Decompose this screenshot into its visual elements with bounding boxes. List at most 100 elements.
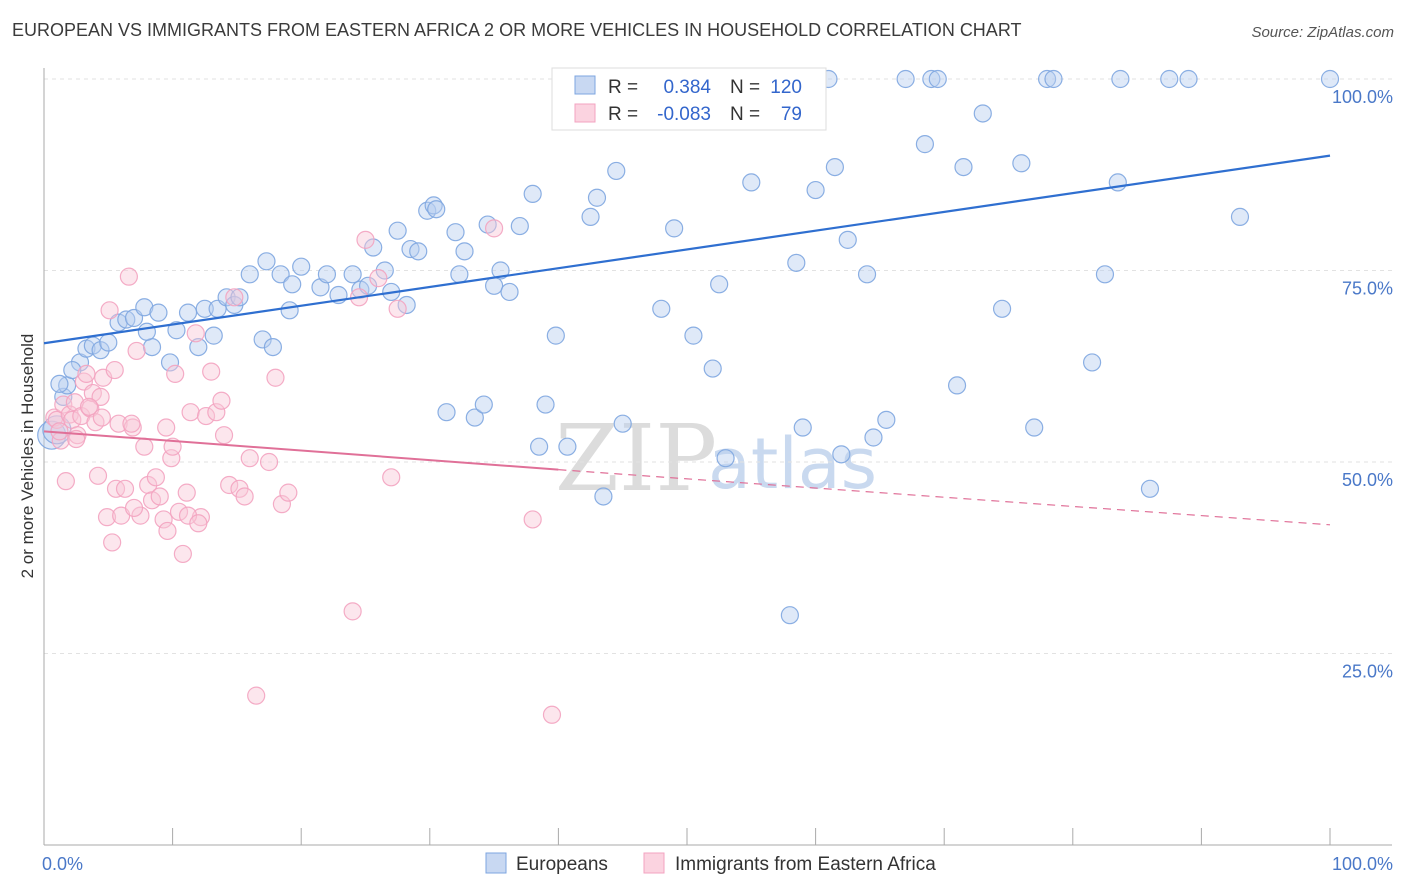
data-point <box>825 157 844 177</box>
data-point <box>86 413 105 432</box>
data-point <box>716 449 735 468</box>
data-point <box>947 376 967 395</box>
data-point <box>207 403 226 422</box>
data-point <box>220 475 239 495</box>
data-point <box>607 161 626 181</box>
data-point <box>838 230 857 249</box>
legend-swatch-europeans <box>574 75 596 95</box>
data-point <box>283 275 302 294</box>
data-point <box>225 288 244 307</box>
data-point <box>271 265 290 284</box>
data-point <box>1111 69 1130 89</box>
data-point <box>587 188 607 207</box>
data-point <box>1082 353 1102 372</box>
data-point <box>266 368 285 387</box>
data-point <box>77 364 96 384</box>
data-point <box>45 408 64 427</box>
data-point <box>542 705 562 724</box>
data-point <box>109 414 128 433</box>
data-point <box>1012 154 1031 173</box>
data-point <box>117 310 136 329</box>
data-point <box>864 428 883 447</box>
data-point <box>167 321 186 340</box>
data-point <box>162 449 181 468</box>
data-point <box>922 69 941 89</box>
data-point <box>196 406 216 426</box>
stats-legend: R = 0.384 N = 120 R = -0.083 N = 79 <box>551 67 827 131</box>
data-point <box>163 437 182 456</box>
data-point <box>536 395 555 414</box>
series-legend: Europeans Immigrants from Eastern Africa <box>485 852 936 875</box>
data-point <box>343 602 362 621</box>
data-point <box>97 508 117 527</box>
data-point <box>212 391 231 410</box>
chart-title: EUROPEAN VS IMMIGRANTS FROM EASTERN AFRI… <box>12 20 1022 40</box>
data-point <box>703 359 722 378</box>
data-point <box>169 502 189 521</box>
data-point <box>793 418 812 437</box>
y-axis-label: 2 or more Vehicles in Household <box>18 334 37 579</box>
data-point <box>135 437 154 456</box>
data-point <box>450 265 469 284</box>
legend-swatch-bottom-europeans <box>485 852 507 874</box>
watermark-atlas: atlas <box>708 423 877 505</box>
data-point <box>139 475 158 495</box>
data-point <box>189 514 208 533</box>
trend-line-eastern-africa <box>43 430 559 471</box>
gridlines <box>44 78 1392 654</box>
data-point <box>50 374 69 393</box>
data-point <box>1095 265 1115 284</box>
data-point <box>877 410 896 429</box>
data-point <box>154 510 173 529</box>
data-point <box>202 362 221 381</box>
data-point <box>1025 418 1044 437</box>
data-point <box>279 483 298 502</box>
data-point <box>382 468 401 487</box>
data-point <box>427 200 446 219</box>
data-point <box>857 265 877 284</box>
data-point <box>364 238 383 257</box>
data-point <box>235 487 254 506</box>
data-point <box>247 686 266 705</box>
data-point <box>388 299 407 318</box>
data-point <box>280 301 299 320</box>
data-point <box>150 487 169 506</box>
series-europeans-points <box>37 69 1340 625</box>
data-point <box>142 338 162 357</box>
data-point <box>204 326 223 345</box>
legend-n-label-eastern-africa: N = <box>730 104 760 125</box>
data-point <box>500 282 519 302</box>
data-point <box>56 472 75 491</box>
data-point <box>166 364 185 384</box>
data-point <box>397 295 416 315</box>
data-point <box>115 479 135 498</box>
data-point <box>485 219 504 238</box>
data-point <box>317 265 337 284</box>
data-point <box>356 230 375 249</box>
legend-label-europeans: Europeans <box>516 854 608 875</box>
data-point <box>127 341 146 361</box>
data-point <box>91 387 110 406</box>
data-point <box>787 253 806 272</box>
data-point <box>92 408 111 427</box>
data-point <box>437 403 456 422</box>
data-point <box>992 299 1012 318</box>
data-point <box>122 414 141 433</box>
data-point <box>832 445 851 464</box>
data-point <box>135 298 154 317</box>
series-eastern-africa-points <box>45 219 562 724</box>
data-point <box>149 303 168 322</box>
data-point <box>409 242 428 261</box>
data-point <box>178 506 198 525</box>
data-point <box>272 495 292 514</box>
data-point <box>195 299 214 318</box>
x-tick-marks <box>43 828 1331 845</box>
data-point <box>530 437 549 456</box>
legend-swatch-eastern-africa <box>574 103 596 123</box>
data-point <box>103 533 122 552</box>
legend-r-label-europeans: R = <box>608 77 638 98</box>
legend-n-value-eastern-africa: 79 <box>781 104 802 125</box>
data-point <box>546 326 565 345</box>
data-point <box>54 395 73 414</box>
